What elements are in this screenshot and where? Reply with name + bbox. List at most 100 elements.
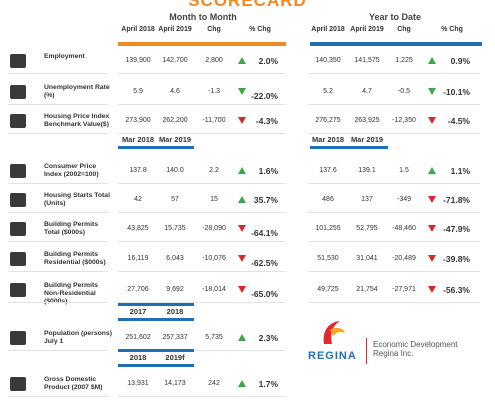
cell-percent: -65.0%	[251, 289, 278, 299]
row-separator	[308, 212, 480, 213]
row-separator	[8, 396, 108, 397]
cell-value: 137.8	[129, 167, 147, 174]
row-separator	[118, 183, 286, 184]
cell-value: -28,090	[202, 225, 226, 232]
row-separator	[8, 241, 108, 242]
cell-value: -0.5	[397, 88, 411, 95]
cell-percent: -4.5%	[447, 116, 470, 126]
cell-value: 4.6	[170, 88, 180, 95]
cell-value: 101,255	[315, 225, 341, 232]
row-icon	[10, 193, 26, 207]
cell-value: 43,825	[127, 225, 149, 232]
cell-value: 142,700	[162, 57, 188, 64]
row-separator	[118, 133, 286, 134]
row-separator	[8, 183, 108, 184]
period-bar	[118, 303, 194, 306]
cell-value: 9,692	[166, 286, 184, 293]
trend-arrow	[428, 57, 436, 64]
cell-value: 137	[361, 196, 373, 203]
cell-percent: -10.1%	[443, 87, 470, 97]
cell-value: -11,700	[202, 117, 226, 124]
cell-value: 262,200	[162, 117, 188, 124]
cell-percent: 1.1%	[450, 166, 470, 176]
cell-value: 5.2	[323, 88, 333, 95]
row-separator	[8, 302, 108, 303]
cell-value: -18,014	[202, 286, 226, 293]
row-separator	[8, 271, 108, 272]
period-header: 2019f	[165, 353, 185, 362]
cell-value: 5.9	[133, 88, 143, 95]
cell-percent: -64.1%	[251, 228, 278, 238]
row-separator	[8, 212, 108, 213]
cell-percent: -22.0%	[251, 91, 278, 101]
ytd-bar	[310, 42, 482, 46]
trend-arrow	[428, 167, 436, 174]
cell-value: -20,489	[392, 255, 416, 262]
cell-percent: -39.8%	[443, 254, 470, 264]
trend-arrow	[238, 255, 246, 262]
trend-arrow	[428, 88, 436, 95]
cell-percent: -47.9%	[443, 224, 470, 234]
cell-value: 257,337	[162, 334, 188, 341]
cell-percent: 0.9%	[450, 56, 470, 66]
trend-arrow	[238, 334, 246, 341]
row-icon	[10, 54, 26, 68]
row-separator	[118, 104, 286, 105]
cell-value: 16,119	[127, 255, 149, 262]
period-header: 2018	[166, 307, 184, 316]
cell-value: 31,041	[356, 255, 378, 262]
row-label: Consumer Price Index (2002=100)	[44, 163, 99, 178]
cell-value: -1.3	[207, 88, 221, 95]
cell-value: -48,460	[392, 225, 416, 232]
trend-arrow	[428, 286, 436, 293]
period-header: Mar 2019	[350, 135, 384, 144]
cell-value: 140.0	[166, 167, 184, 174]
row-label: Building Permits Total ($000s)	[44, 221, 99, 236]
cell-value: 2,800	[205, 57, 223, 64]
cell-value: 4.7	[362, 88, 372, 95]
row-label: Employment	[44, 53, 85, 60]
trend-arrow	[428, 196, 436, 203]
row-separator	[308, 183, 480, 184]
cell-value: 273,900	[125, 117, 151, 124]
cell-value: 21,754	[356, 286, 378, 293]
column-header: Chg	[397, 26, 411, 33]
row-separator	[118, 212, 286, 213]
cell-percent: -62.5%	[251, 258, 278, 268]
row-label: Housing Starts Total (Units)	[44, 192, 110, 207]
row-separator	[308, 133, 480, 134]
cell-percent: -4.3%	[255, 116, 278, 126]
row-separator	[118, 302, 286, 303]
column-header: April 2019	[350, 26, 384, 33]
row-icon	[10, 114, 26, 128]
row-icon	[10, 252, 26, 266]
cell-value: 15,735	[164, 225, 186, 232]
trend-arrow	[428, 225, 436, 232]
row-label: Gross Domestic Product (2007 $M)	[44, 376, 103, 391]
cell-value: 251,602	[125, 334, 151, 341]
cell-value: -12,350	[392, 117, 416, 124]
row-separator	[308, 302, 480, 303]
cell-value: 52,795	[356, 225, 378, 232]
cell-value: 6,043	[166, 255, 184, 262]
period-bar	[118, 364, 194, 367]
trend-arrow	[238, 380, 246, 387]
cell-value: 137.6	[319, 167, 337, 174]
row-separator	[308, 241, 480, 242]
row-separator	[308, 73, 480, 74]
trend-arrow	[238, 167, 246, 174]
cell-value: 141,575	[354, 57, 380, 64]
cell-percent: 2.0%	[258, 56, 278, 66]
m2m-bar	[118, 42, 286, 46]
trend-arrow	[428, 255, 436, 262]
column-header: % Chg	[441, 26, 463, 33]
cell-value: 14,173	[164, 380, 186, 387]
row-separator	[308, 271, 480, 272]
cell-value: -27,971	[392, 286, 416, 293]
period-header: 2018	[129, 353, 147, 362]
column-header: April 2018	[311, 26, 345, 33]
cell-value: 139,900	[125, 57, 151, 64]
logo-organization: Economic Development Regina Inc.	[373, 340, 458, 358]
cell-percent: 1.7%	[258, 379, 278, 389]
row-separator	[308, 104, 480, 105]
